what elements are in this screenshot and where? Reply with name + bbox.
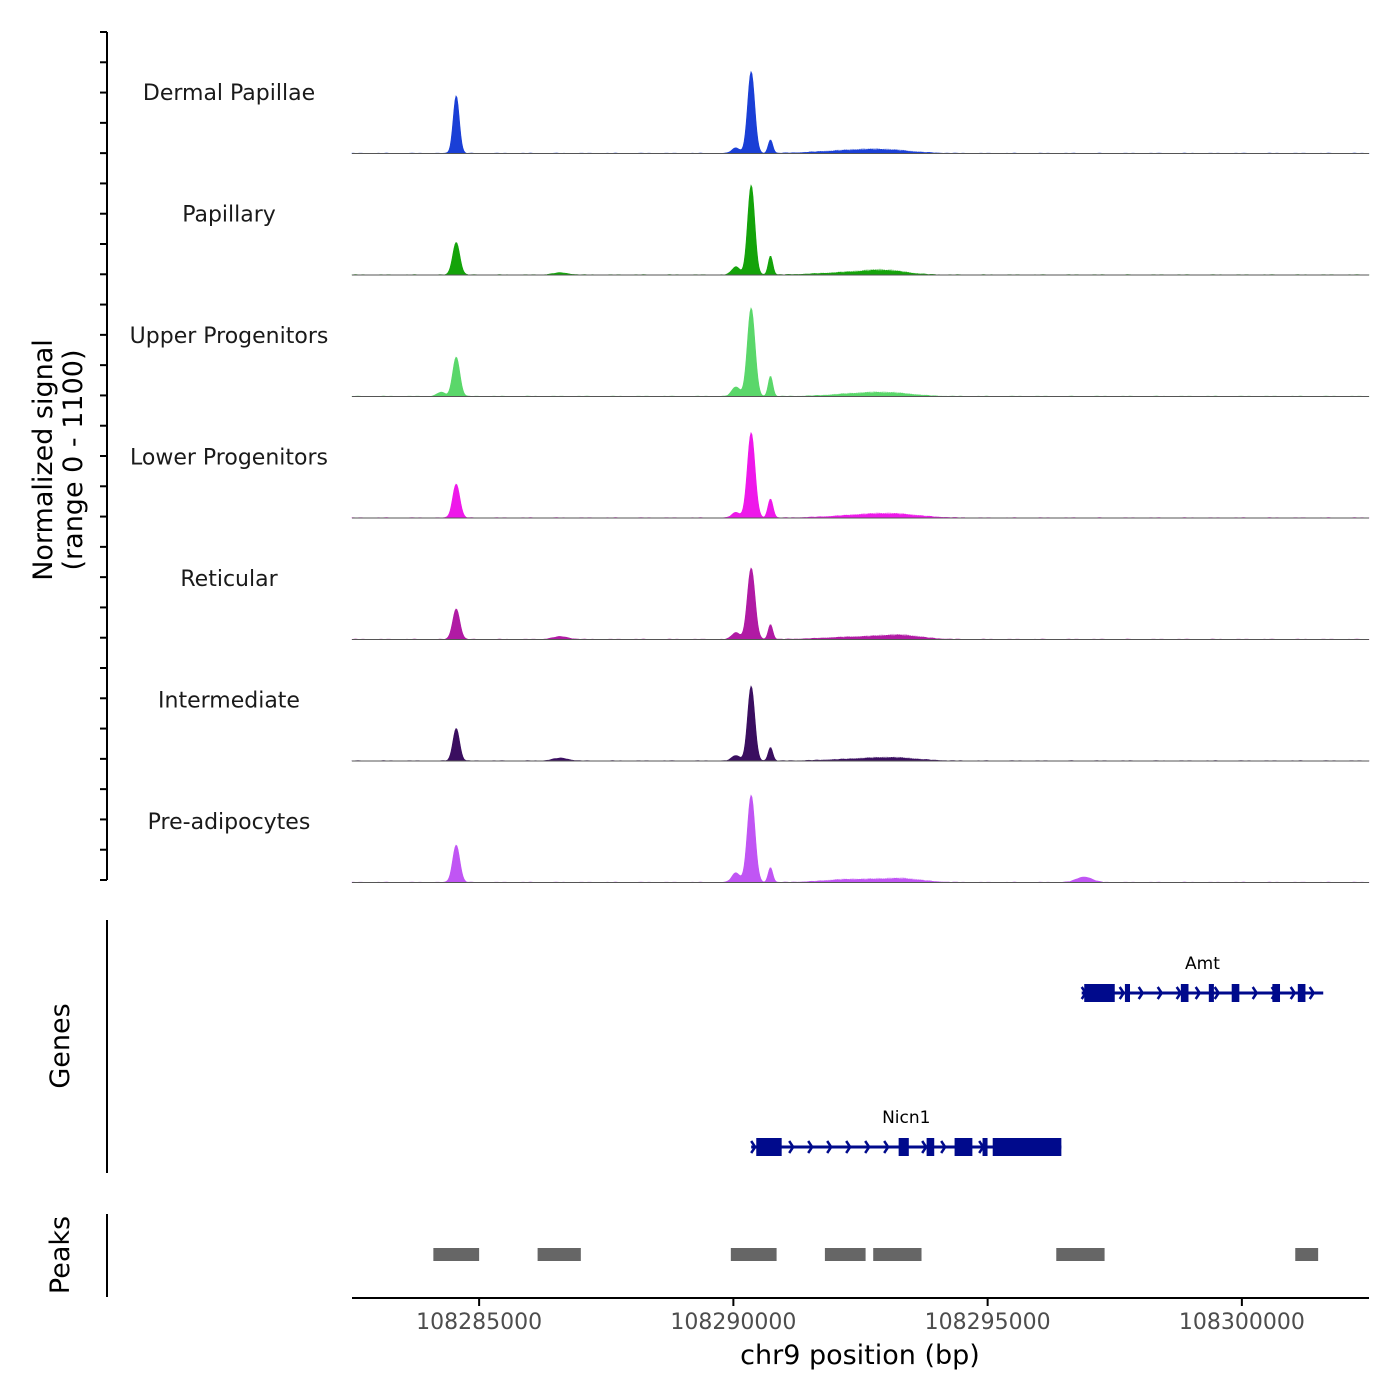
strand-arrow bbox=[750, 1140, 757, 1154]
peak-region bbox=[824, 1248, 866, 1261]
peak-track bbox=[433, 1248, 1319, 1261]
signal-tracks: Dermal Papillae Papillary Upper Progenitor… bbox=[130, 70, 1370, 883]
peak-region bbox=[537, 1248, 581, 1261]
track-pre-adipocytes: Pre-adipocytes bbox=[148, 794, 1370, 883]
strand-arrow bbox=[1251, 986, 1259, 1000]
gene-exon bbox=[1272, 984, 1281, 1002]
x-tick-label: 108285000 bbox=[416, 1310, 542, 1335]
strand-arrow bbox=[1194, 986, 1202, 1000]
gene-exon bbox=[898, 1138, 909, 1156]
strand-arrow bbox=[845, 1140, 852, 1154]
gene-exon bbox=[992, 1138, 1062, 1156]
peak-region bbox=[730, 1248, 777, 1261]
track-upper-progenitors: Upper Progenitors bbox=[130, 307, 1370, 397]
strand-arrow bbox=[1175, 986, 1183, 1000]
x-axis-ticks: 108285000 108290000 108295000 108300000 bbox=[416, 1298, 1305, 1335]
gene-amt: Amt bbox=[1080, 954, 1324, 1002]
strand-arrow bbox=[1156, 986, 1164, 1000]
strand-arrow bbox=[1289, 986, 1297, 1000]
gene-exon bbox=[1124, 984, 1131, 1002]
strand-arrow bbox=[788, 1140, 795, 1154]
gene-exon bbox=[756, 1138, 782, 1156]
strand-arrow bbox=[1308, 986, 1316, 1000]
signal-area bbox=[351, 431, 1370, 519]
peak-region bbox=[1056, 1248, 1105, 1261]
gene-exon bbox=[1231, 984, 1240, 1002]
genes-axis-title: Genes bbox=[45, 1003, 76, 1088]
x-axis-title: chr9 position (bp) bbox=[740, 1340, 980, 1371]
x-tick-label: 108295000 bbox=[925, 1310, 1051, 1335]
signal-area bbox=[351, 70, 1370, 154]
gene-nicn1: Nicn1 bbox=[750, 1108, 1062, 1156]
gene-label: Nicn1 bbox=[882, 1108, 930, 1128]
gene-exon bbox=[926, 1138, 935, 1156]
track-reticular: Reticular bbox=[180, 567, 1370, 640]
gene-exon bbox=[1180, 984, 1189, 1002]
y-axis-title-line1: Normalized signal bbox=[28, 339, 59, 581]
signal-area bbox=[351, 307, 1370, 397]
track-label: Reticular bbox=[180, 567, 278, 592]
track-dermal-papillae: Dermal Papillae bbox=[143, 70, 1370, 154]
strand-arrow bbox=[921, 1140, 928, 1154]
signal-area bbox=[351, 685, 1370, 762]
track-label: Dermal Papillae bbox=[143, 81, 315, 106]
strand-arrow bbox=[807, 1140, 814, 1154]
strand-arrow bbox=[1137, 986, 1145, 1000]
track-label: Lower Progenitors bbox=[130, 446, 328, 471]
peak-region bbox=[1295, 1248, 1319, 1261]
strand-arrow bbox=[1118, 986, 1126, 1000]
x-tick-label: 108300000 bbox=[1179, 1310, 1305, 1335]
signal-area bbox=[351, 184, 1370, 276]
gene-exon bbox=[954, 1138, 973, 1156]
strand-arrow bbox=[1213, 986, 1221, 1000]
track-label: Intermediate bbox=[158, 689, 300, 714]
gene-exon bbox=[1297, 984, 1306, 1002]
track-intermediate: Intermediate bbox=[158, 685, 1370, 762]
track-label: Papillary bbox=[182, 203, 276, 228]
gene-exon bbox=[982, 1138, 988, 1156]
gene-track: Amt Nicn1 bbox=[750, 954, 1324, 1156]
signal-area bbox=[351, 567, 1370, 640]
gene-exon bbox=[1208, 984, 1214, 1002]
track-lower-progenitors: Lower Progenitors bbox=[130, 431, 1370, 519]
peaks-axis-title: Peaks bbox=[45, 1216, 76, 1294]
peak-region bbox=[873, 1248, 922, 1261]
track-label: Pre-adipocytes bbox=[148, 810, 311, 835]
x-tick-label: 108290000 bbox=[670, 1310, 796, 1335]
strand-arrow bbox=[883, 1140, 890, 1154]
gene-label: Amt bbox=[1185, 954, 1220, 974]
gene-exon bbox=[1084, 984, 1115, 1002]
y-axis-title-line2: (range 0 - 1100) bbox=[58, 350, 89, 571]
track-papillary: Papillary bbox=[182, 184, 1370, 276]
track-label: Upper Progenitors bbox=[130, 324, 329, 349]
strand-arrow bbox=[864, 1140, 871, 1154]
strand-arrow bbox=[940, 1140, 947, 1154]
signal-area bbox=[351, 794, 1370, 883]
strand-arrow bbox=[826, 1140, 833, 1154]
peak-region bbox=[433, 1248, 480, 1261]
signal-y-ticks bbox=[100, 31, 107, 881]
